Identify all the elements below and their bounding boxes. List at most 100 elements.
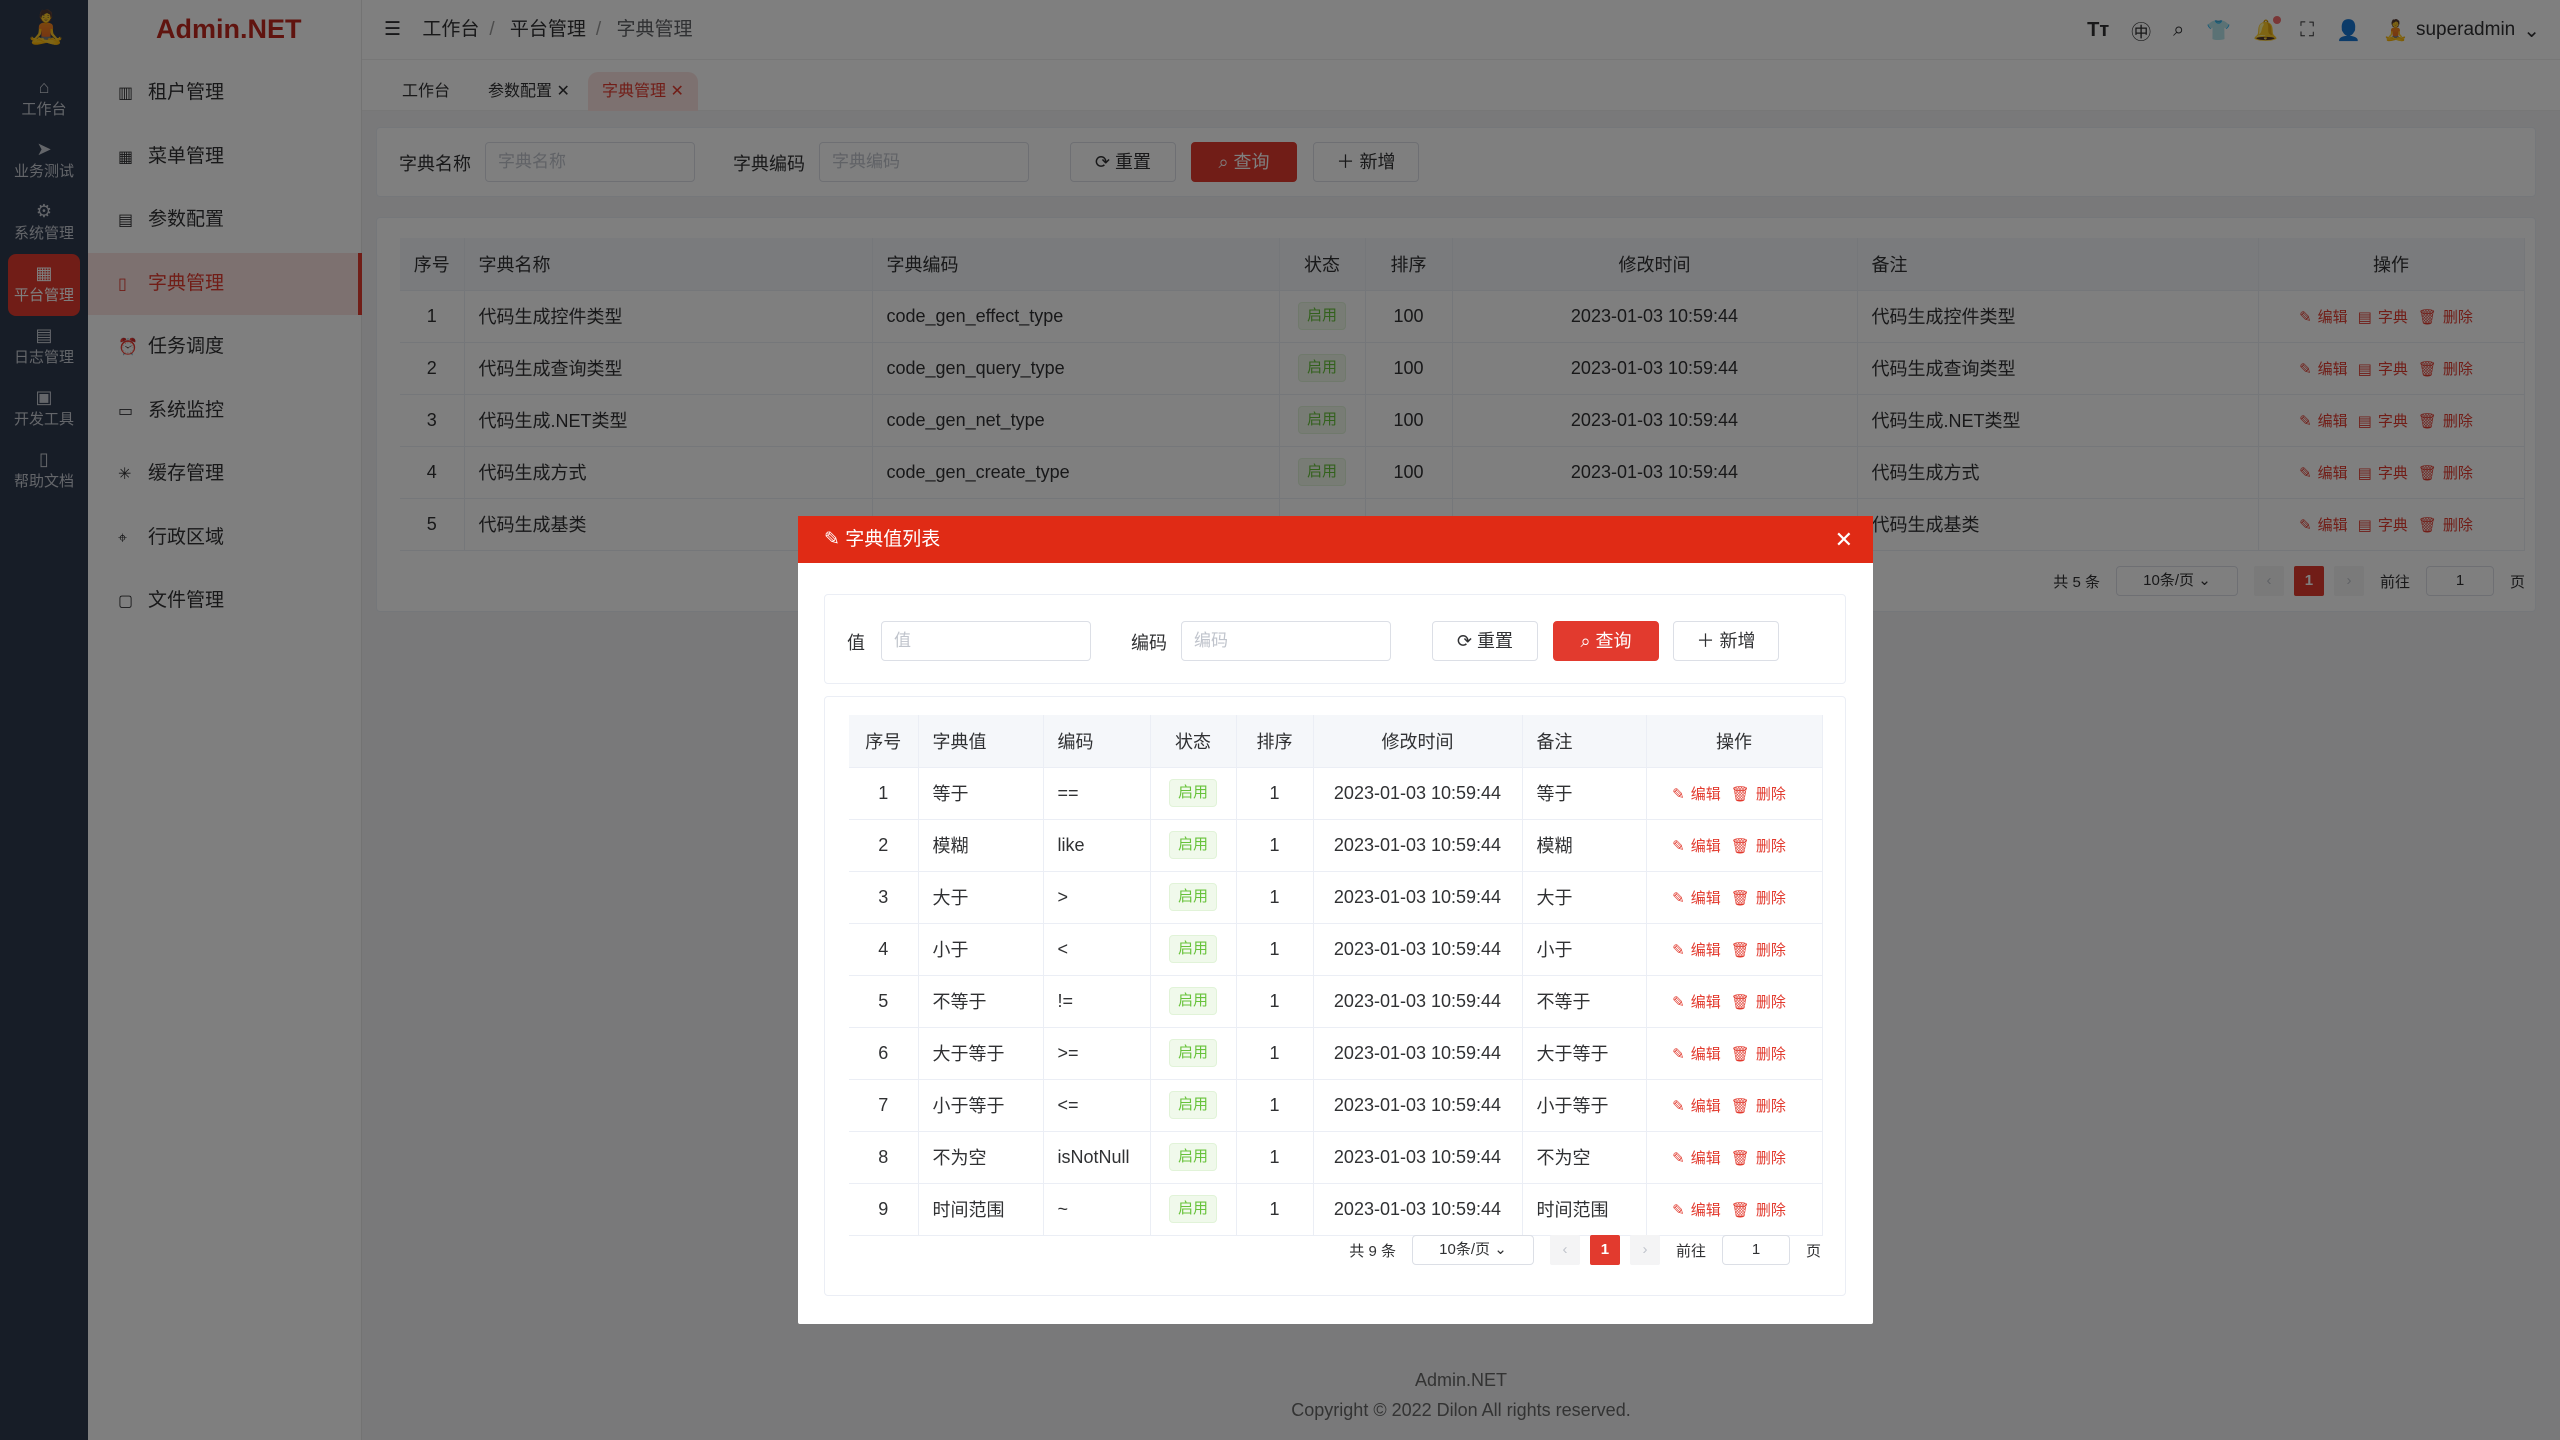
action-编辑[interactable]: ✎ 编辑 <box>1672 1150 1721 1167</box>
edit-icon: ✎ <box>1672 785 1685 803</box>
action-编辑[interactable]: ✎ 编辑 <box>1672 1046 1721 1063</box>
column-header: 修改时间 <box>1313 715 1523 768</box>
action-label: 删除 <box>1755 1201 1786 1219</box>
action-label: 删除 <box>1755 1097 1786 1115</box>
time-cell: 2023-01-03 10:59:44 <box>1313 923 1523 976</box>
table-row[interactable]: 6 大于等于 >= 启用 1 2023-01-03 10:59:44 大于等于 ✎ 编辑 🗑 删除 <box>849 1027 1823 1080</box>
remark-cell: 等于 <box>1522 767 1647 820</box>
action-编辑[interactable]: ✎ 编辑 <box>1672 1098 1721 1115</box>
dialog-search-card: 值 值 编码 编码 ⟳ 重置 ⌕ 查询 ＋ 新增 <box>824 594 1846 684</box>
action-label: 删除 <box>1755 941 1786 959</box>
action-label: 编辑 <box>1690 1045 1721 1063</box>
column-header: 状态 <box>1150 715 1237 768</box>
order-cell: 1 <box>1236 819 1314 872</box>
actions-cell: ✎ 编辑 🗑 删除 <box>1646 767 1823 820</box>
actions-cell: ✎ 编辑 🗑 删除 <box>1646 923 1823 976</box>
order-cell: 1 <box>1236 871 1314 924</box>
action-编辑[interactable]: ✎ 编辑 <box>1672 1202 1721 1219</box>
action-编辑[interactable]: ✎ 编辑 <box>1672 786 1721 803</box>
trash-icon: 🗑 <box>1730 1201 1750 1219</box>
current-page[interactable]: 1 <box>1589 1235 1620 1265</box>
prev-page-button[interactable]: ‹ <box>1549 1235 1580 1265</box>
name-cell: 大于 <box>918 871 1044 924</box>
name-cell: 小于等于 <box>918 1079 1044 1132</box>
actions-cell: ✎ 编辑 🗑 删除 <box>1646 1131 1823 1184</box>
action-label: 编辑 <box>1690 1097 1721 1115</box>
action-删除[interactable]: 🗑 删除 <box>1731 1202 1786 1219</box>
index-cell: 3 <box>849 871 919 924</box>
code-input[interactable]: 编码 <box>1181 621 1391 661</box>
table-row[interactable]: 9 时间范围 ~ 启用 1 2023-01-03 10:59:44 时间范围 ✎ 编辑 🗑 删除 <box>849 1183 1823 1236</box>
table-row[interactable]: 2 模糊 like 启用 1 2023-01-03 10:59:44 模糊 ✎ 编辑 🗑 删除 <box>849 819 1823 872</box>
index-cell: 8 <box>849 1131 919 1184</box>
action-删除[interactable]: 🗑 删除 <box>1731 1046 1786 1063</box>
dict-value-table: 序号 字典值 编码 状态 排序 修改时间 备注 操作 1 等于 == 启用 1 2023-01-03 10… <box>849 715 1823 1236</box>
action-label: 删除 <box>1755 1045 1786 1063</box>
action-label: 编辑 <box>1690 785 1721 803</box>
action-删除[interactable]: 🗑 删除 <box>1731 1150 1786 1167</box>
dialog-title: 字典值列表 <box>845 529 941 550</box>
table-row[interactable]: 5 不等于 != 启用 1 2023-01-03 10:59:44 不等于 ✎ 编辑 🗑 删除 <box>849 975 1823 1028</box>
code-cell: < <box>1043 923 1151 976</box>
code-cell: <= <box>1043 1079 1151 1132</box>
column-header: 备注 <box>1522 715 1647 768</box>
action-删除[interactable]: 🗑 删除 <box>1731 994 1786 1011</box>
action-编辑[interactable]: ✎ 编辑 <box>1672 994 1721 1011</box>
column-header: 操作 <box>1646 715 1823 768</box>
action-label: 编辑 <box>1690 1201 1721 1219</box>
edit-icon: ✎ <box>1672 1149 1685 1167</box>
order-cell: 1 <box>1236 1183 1314 1236</box>
table-row[interactable]: 3 大于 > 启用 1 2023-01-03 10:59:44 大于 ✎ 编辑 🗑 删除 <box>849 871 1823 924</box>
status-cell: 启用 <box>1150 767 1237 820</box>
index-cell: 5 <box>849 975 919 1028</box>
table-row[interactable]: 8 不为空 isNotNull 启用 1 2023-01-03 10:59:44 不为空 ✎ 编… <box>849 1131 1823 1184</box>
trash-icon: 🗑 <box>1730 1045 1750 1063</box>
index-cell: 9 <box>849 1183 919 1236</box>
value-label: 值 <box>847 633 865 653</box>
dialog-query-button[interactable]: ⌕ 查询 <box>1553 621 1659 661</box>
index-cell: 1 <box>849 767 919 820</box>
trash-icon: 🗑 <box>1730 941 1750 959</box>
table-row[interactable]: 4 小于 < 启用 1 2023-01-03 10:59:44 小于 ✎ 编辑 🗑 删除 <box>849 923 1823 976</box>
action-编辑[interactable]: ✎ 编辑 <box>1672 838 1721 855</box>
order-cell: 1 <box>1236 1027 1314 1080</box>
close-icon[interactable]: ✕ <box>1834 527 1853 552</box>
edit-icon: ✎ <box>1672 993 1685 1011</box>
value-input[interactable]: 值 <box>881 621 1091 661</box>
action-删除[interactable]: 🗑 删除 <box>1731 942 1786 959</box>
status-cell: 启用 <box>1150 1183 1237 1236</box>
trash-icon: 🗑 <box>1730 785 1750 803</box>
name-cell: 不为空 <box>918 1131 1044 1184</box>
dialog-add-button[interactable]: ＋ 新增 <box>1673 621 1779 661</box>
status-cell: 启用 <box>1150 1131 1237 1184</box>
next-page-button[interactable]: › <box>1629 1235 1660 1265</box>
dict-value-dialog: ✎ 字典值列表 ✕ 值 值 编码 编码 ⟳ 重置 ⌕ 查询 ＋ 新增 序号 字典值… <box>798 516 1873 1324</box>
table-row[interactable]: 1 等于 == 启用 1 2023-01-03 10:59:44 等于 ✎ 编辑 🗑 删除 <box>849 767 1823 820</box>
status-cell: 启用 <box>1150 1079 1237 1132</box>
column-header: 字典值 <box>918 715 1044 768</box>
table-row[interactable]: 7 小于等于 <= 启用 1 2023-01-03 10:59:44 小于等于 ✎ 编辑 🗑 删除 <box>849 1079 1823 1132</box>
action-编辑[interactable]: ✎ 编辑 <box>1672 890 1721 907</box>
dialog-table-card: 序号 字典值 编码 状态 排序 修改时间 备注 操作 1 等于 == 启用 1 2023-01-03 10… <box>824 696 1846 1296</box>
index-cell: 2 <box>849 819 919 872</box>
actions-cell: ✎ 编辑 🗑 删除 <box>1646 1027 1823 1080</box>
action-删除[interactable]: 🗑 删除 <box>1731 1098 1786 1115</box>
status-cell: 启用 <box>1150 975 1237 1028</box>
dialog-reset-button[interactable]: ⟳ 重置 <box>1432 621 1538 661</box>
action-删除[interactable]: 🗑 删除 <box>1731 786 1786 803</box>
trash-icon: 🗑 <box>1730 1149 1750 1167</box>
page-size-select[interactable]: 10条/页 ⌄ <box>1411 1235 1534 1265</box>
time-cell: 2023-01-03 10:59:44 <box>1313 1183 1523 1236</box>
remark-cell: 模糊 <box>1522 819 1647 872</box>
actions-cell: ✎ 编辑 🗑 删除 <box>1646 1079 1823 1132</box>
action-删除[interactable]: 🗑 删除 <box>1731 838 1786 855</box>
action-删除[interactable]: 🗑 删除 <box>1731 890 1786 907</box>
code-cell: isNotNull <box>1043 1131 1151 1184</box>
goto-page-input[interactable]: 1 <box>1721 1235 1790 1265</box>
action-label: 删除 <box>1755 785 1786 803</box>
action-编辑[interactable]: ✎ 编辑 <box>1672 942 1721 959</box>
trash-icon: 🗑 <box>1730 993 1750 1011</box>
remark-cell: 不等于 <box>1522 975 1647 1028</box>
edit-icon: ✎ <box>1672 941 1685 959</box>
actions-cell: ✎ 编辑 🗑 删除 <box>1646 1183 1823 1236</box>
